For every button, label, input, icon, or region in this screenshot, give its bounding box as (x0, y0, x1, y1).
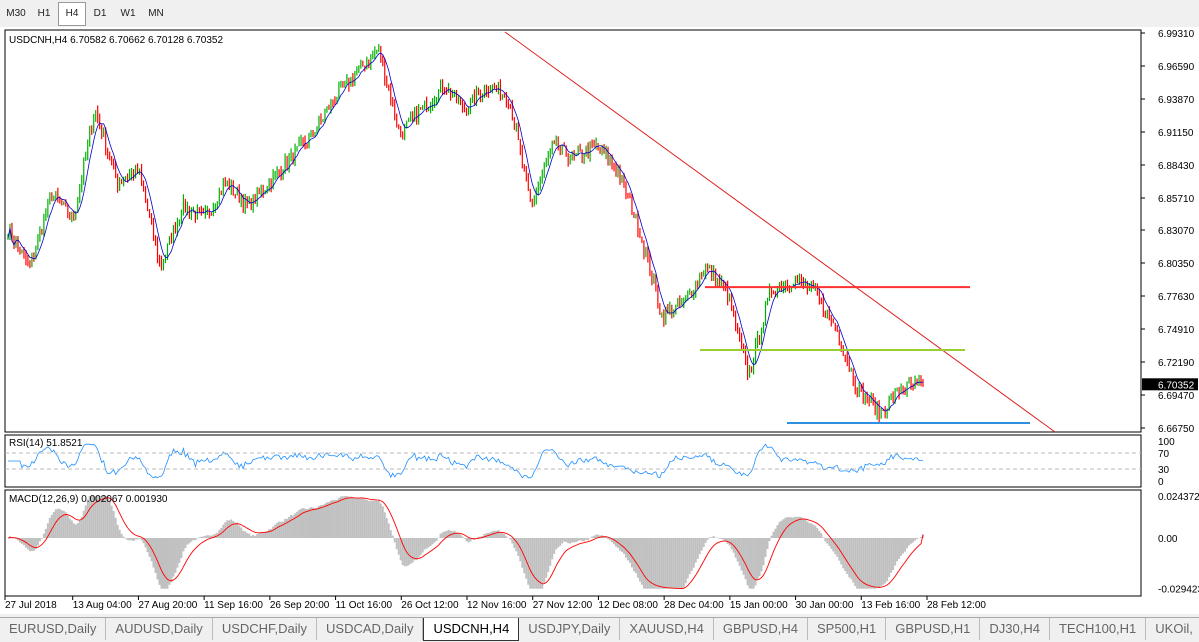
timeframe-h4[interactable]: H4 (58, 2, 86, 26)
time-label: 27 Aug 20:00 (138, 600, 197, 611)
rsi-tick: 100 (1158, 437, 1175, 448)
time-label: 28 Feb 12:00 (927, 600, 986, 611)
time-label: 12 Nov 16:00 (467, 600, 527, 611)
chart-window[interactable]: USDCNH,H4 6.70582 6.70662 6.70128 6.7035… (0, 27, 1199, 614)
price-tick: 6.99310 (1158, 29, 1195, 40)
chart-tab[interactable]: AUDUSD,Daily (106, 618, 213, 640)
chart-tab[interactable]: USDJPY,Daily (519, 618, 621, 640)
chart-header: USDCNH,H4 6.70582 6.70662 6.70128 6.7035… (9, 35, 223, 46)
macd-signal-line (7, 497, 924, 589)
time-label: 26 Sep 20:00 (270, 600, 330, 611)
chart-tab[interactable]: GBPUSD,H4 (714, 618, 808, 640)
chart-tab[interactable]: XAUUSD,H4 (620, 618, 714, 640)
chart-tab[interactable]: GBPUSD,H1 (886, 618, 981, 640)
timeframe-d1[interactable]: D1 (93, 8, 107, 19)
rsi-tick: 30 (1158, 465, 1170, 476)
price-tick: 6.96590 (1158, 62, 1195, 73)
timeframe-toolbar: M30 H1 H4 D1 W1 MN (2, 2, 170, 26)
macd-panel (4, 489, 1142, 597)
current-price-label: 6.70352 (1158, 380, 1195, 391)
chart-canvas[interactable]: USDCNH,H4 6.70582 6.70662 6.70128 6.7035… (0, 27, 1199, 614)
macd-header: MACD(12,26,9) 0.002067 0.001930 (9, 494, 168, 505)
time-label: 11 Oct 16:00 (336, 600, 393, 611)
price-tick: 6.72190 (1158, 358, 1195, 369)
chart-tab[interactable]: DJ30,H4 (980, 618, 1050, 640)
price-tick: 6.85710 (1158, 194, 1195, 205)
chart-tab[interactable]: SP500,H1 (808, 618, 887, 640)
time-label: 15 Jan 00:00 (730, 600, 788, 611)
chart-tab[interactable]: EURUSD,Daily (0, 618, 107, 640)
time-label: 28 Dec 04:00 (664, 600, 724, 611)
main-panel (4, 29, 1142, 433)
rsi-tick: 0 (1158, 477, 1164, 488)
time-label: 13 Feb 16:00 (861, 600, 920, 611)
chart-tab[interactable]: USDCNH,H4 (423, 618, 520, 641)
chart-tabs: EURUSD,Daily AUDUSD,Daily USDCHF,Daily USDC… (0, 617, 1199, 642)
rsi-line (8, 443, 924, 479)
price-tick: 6.91150 (1158, 128, 1194, 139)
timeframe-m30[interactable]: M30 (6, 8, 26, 19)
time-label: 27 Nov 12:00 (533, 600, 593, 611)
rsi-header: RSI(14) 51.8521 (9, 438, 83, 449)
price-tick: 6.83070 (1158, 226, 1195, 237)
time-label: 12 Dec 08:00 (598, 600, 658, 611)
macd-tick: 0.00 (1158, 534, 1178, 545)
price-tick: 6.77630 (1158, 292, 1195, 303)
chart-tab[interactable]: USDCHF,Daily (213, 618, 318, 640)
price-tick: 6.69470 (1158, 391, 1195, 402)
price-tick: 6.80350 (1158, 259, 1195, 270)
price-tick: 6.74910 (1158, 325, 1195, 336)
time-label: 30 Jan 00:00 (796, 600, 854, 611)
rsi-panel (4, 434, 1142, 488)
moving-average-line (7, 52, 924, 412)
chart-tab[interactable]: TECH100,H1 (1050, 618, 1147, 640)
macd-tick: -0.029423 (1158, 585, 1199, 596)
trendline[interactable] (504, 31, 1056, 433)
chart-tab[interactable]: UKOil, (1146, 618, 1199, 640)
time-label: 26 Oct 12:00 (401, 600, 459, 611)
timeframe-h1[interactable]: H1 (37, 8, 51, 19)
time-label: 11 Sep 16:00 (204, 600, 263, 611)
price-tick: 6.93870 (1158, 95, 1195, 106)
price-tick: 6.66750 (1158, 424, 1195, 435)
current-price-marker (1142, 378, 1198, 391)
macd-tick: 0.024372 (1158, 492, 1199, 503)
rsi-tick: 70 (1158, 449, 1170, 460)
price-tick: 6.88430 (1158, 161, 1195, 172)
chart-tab[interactable]: USDCAD,Daily (317, 618, 424, 640)
time-label: 13 Aug 04:00 (73, 600, 132, 611)
timeframe-w1[interactable]: W1 (120, 8, 136, 19)
time-label: 27 Jul 2018 (5, 600, 57, 611)
timeframe-mn[interactable]: MN (148, 8, 164, 19)
